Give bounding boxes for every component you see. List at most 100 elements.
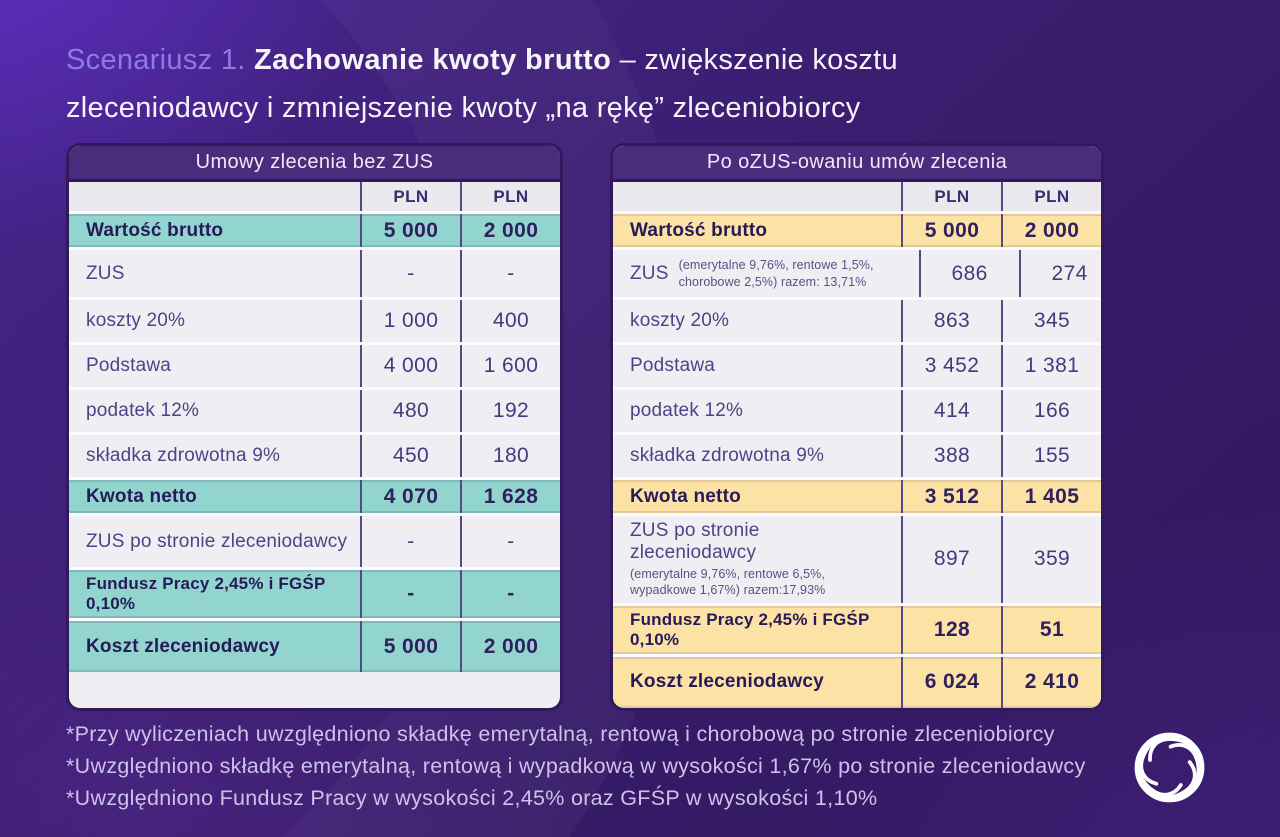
value-cell: - xyxy=(460,570,560,618)
row-label: koszty 20% xyxy=(630,310,730,331)
column-header: PLN xyxy=(360,182,460,211)
column-header-row: PLN PLN xyxy=(69,182,560,211)
table-row: Koszt zleceniodawcy 5 000 2 000 xyxy=(69,618,560,672)
table-row: Podstawa 3 452 1 381 xyxy=(613,342,1101,387)
row-label: koszty 20% xyxy=(86,310,186,331)
footnotes: *Przy wyliczeniach uwzględniono składkę … xyxy=(66,718,1126,814)
table-row: podatek 12% 480 192 xyxy=(69,387,560,432)
value-cell: 1 000 xyxy=(360,300,460,342)
page-title: Scenariusz 1. Zachowanie kwoty brutto – … xyxy=(66,36,1096,132)
table-row: Wartość brutto 5 000 2 000 xyxy=(69,211,560,247)
row-note: (emerytalne 9,76%, rentowe 6,5%, wypadko… xyxy=(630,567,826,598)
value-cell: 4 000 xyxy=(360,345,460,387)
footnote: *Uwzględniono składkę emerytalną, rentow… xyxy=(66,754,1086,778)
value-cell: 180 xyxy=(460,435,560,477)
row-label: Kwota netto xyxy=(630,485,741,507)
table-row: podatek 12% 414 166 xyxy=(613,387,1101,432)
value-cell: 155 xyxy=(1001,435,1101,477)
row-label: ZUS po stronie zleceniodawcy (emerytalne… xyxy=(613,516,901,603)
table-row: Fundusz Pracy 2,45% i FGŚP 0,10% - - xyxy=(69,567,560,618)
row-label: Koszt zleceniodawcy xyxy=(630,671,824,692)
comparison-tables: Umowy zlecenia bez ZUS PLN PLN Wartość b… xyxy=(66,143,1104,711)
value-cell: - xyxy=(360,250,460,297)
row-label: składka zdrowotna 9% xyxy=(630,445,825,466)
value-cell: 192 xyxy=(460,390,560,432)
table-row: Kwota netto 4 070 1 628 xyxy=(69,477,560,513)
title-rest: – zwiększenie kosztu zleceniodawcy i zmn… xyxy=(66,44,898,124)
value-cell: 686 xyxy=(918,250,1019,297)
value-cell: 1 381 xyxy=(1001,345,1101,387)
table-row: ZUS po stronie zleceniodawcy - - xyxy=(69,513,560,567)
table-row: ZUS po stronie zleceniodawcy (emerytalne… xyxy=(613,513,1101,603)
value-cell: 5 000 xyxy=(360,214,460,247)
value-cell: 166 xyxy=(1001,390,1101,432)
title-prefix: Scenariusz 1. xyxy=(66,44,246,76)
value-cell: 6 024 xyxy=(901,656,1001,708)
row-label: Fundusz Pracy 2,45% i FGŚP 0,10% xyxy=(630,609,870,649)
value-cell: 388 xyxy=(901,435,1001,477)
value-cell: - xyxy=(460,250,560,297)
row-label: ZUS (emerytalne 9,76%, rentowe 1,5%, cho… xyxy=(613,250,919,297)
value-cell: 480 xyxy=(360,390,460,432)
row-label: podatek 12% xyxy=(86,400,200,421)
table-row: koszty 20% 863 345 xyxy=(613,297,1101,342)
column-header: PLN xyxy=(1001,182,1101,211)
table-row: koszty 20% 1 000 400 xyxy=(69,297,560,342)
value-cell: 2 000 xyxy=(1001,214,1101,247)
value-cell: - xyxy=(360,570,460,618)
value-cell: 897 xyxy=(901,516,1001,603)
footnote: *Przy wyliczeniach uwzględniono składkę … xyxy=(66,722,1055,746)
table-row: ZUS - - xyxy=(69,247,560,297)
table-row: składka zdrowotna 9% 450 180 xyxy=(69,432,560,477)
value-cell: 3 512 xyxy=(901,480,1001,513)
column-header: PLN xyxy=(901,182,1001,211)
row-label: składka zdrowotna 9% xyxy=(86,445,281,466)
column-header-row: PLN PLN xyxy=(613,182,1101,211)
row-label: Kwota netto xyxy=(86,485,197,507)
empty-cell xyxy=(613,182,901,211)
table-after-ozus: Po oZUS-owaniu umów zlecenia PLN PLN War… xyxy=(610,143,1104,711)
table-row: Kwota netto 3 512 1 405 xyxy=(613,477,1101,513)
empty-cell xyxy=(69,182,360,211)
table-row: Koszt zleceniodawcy 6 024 2 410 xyxy=(613,653,1101,708)
value-cell: 274 xyxy=(1018,250,1101,297)
value-cell: - xyxy=(360,516,460,567)
value-cell: 5 000 xyxy=(360,621,460,672)
table-title: Umowy zlecenia bez ZUS xyxy=(69,146,560,182)
table-without-zus: Umowy zlecenia bez ZUS PLN PLN Wartość b… xyxy=(66,143,563,711)
value-cell: 345 xyxy=(1001,300,1101,342)
row-label: Wartość brutto xyxy=(630,219,768,241)
value-cell: 3 452 xyxy=(901,345,1001,387)
row-label: ZUS xyxy=(86,262,125,284)
title-bold: Zachowanie kwoty brutto xyxy=(253,44,612,76)
value-cell: 128 xyxy=(901,605,1001,654)
value-cell: 414 xyxy=(901,390,1001,432)
row-label: Wartość brutto xyxy=(86,219,224,241)
value-cell: 2 000 xyxy=(460,214,560,247)
value-cell: 2 000 xyxy=(460,621,560,672)
row-label: Fundusz Pracy 2,45% i FGŚP 0,10% xyxy=(86,574,326,613)
footnote: *Uwzględniono Fundusz Pracy w wysokości … xyxy=(66,786,878,810)
table-row: Fundusz Pracy 2,45% i FGŚP 0,10% 128 51 xyxy=(613,602,1101,654)
row-label: Podstawa xyxy=(86,355,172,376)
value-cell: 5 000 xyxy=(901,214,1001,247)
value-cell: 1 628 xyxy=(460,480,560,513)
value-cell: 1 405 xyxy=(1001,480,1101,513)
value-cell: - xyxy=(460,516,560,567)
value-cell: 4 070 xyxy=(360,480,460,513)
column-header: PLN xyxy=(460,182,560,211)
value-cell: 1 600 xyxy=(460,345,560,387)
table-row: Podstawa 4 000 1 600 xyxy=(69,342,560,387)
swirl-logo-icon xyxy=(1132,730,1207,805)
value-cell: 2 410 xyxy=(1001,656,1101,708)
row-label: ZUS po stronie zleceniodawcy xyxy=(86,530,348,552)
value-cell: 863 xyxy=(901,300,1001,342)
value-cell: 450 xyxy=(360,435,460,477)
row-note: (emerytalne 9,76%, rentowe 1,5%, chorobo… xyxy=(678,258,874,289)
table-title: Po oZUS-owaniu umów zlecenia xyxy=(613,146,1101,182)
value-cell: 51 xyxy=(1001,605,1101,654)
table-row: składka zdrowotna 9% 388 155 xyxy=(613,432,1101,477)
value-cell: 359 xyxy=(1001,516,1101,603)
table-row: Wartość brutto 5 000 2 000 xyxy=(613,211,1101,247)
